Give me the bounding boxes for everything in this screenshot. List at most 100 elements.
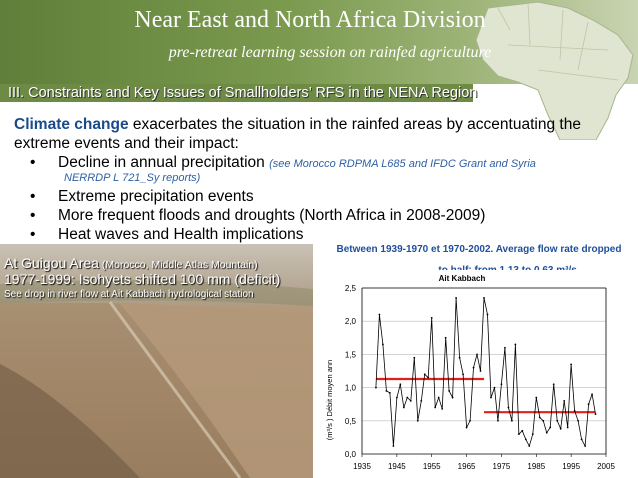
x-tick-label: 1945 [388,462,406,471]
intro-text: Climate change exacerbates the situation… [14,115,614,153]
data-point [385,390,388,392]
y-tick-label: 0,0 [345,450,357,459]
data-point [378,313,381,316]
data-point [395,396,398,399]
y-tick-label: 2,5 [345,284,357,293]
data-point [430,316,433,319]
data-point [472,366,475,369]
river-bank-photo: At Guigou Area (Morocco, Middle Atlas Mo… [0,244,313,478]
data-point [545,431,548,434]
bullet-text: Extreme precipitation events [58,188,254,205]
data-point [566,426,569,429]
chart-title: Ait Kabbach [439,274,486,283]
data-point [535,396,538,399]
x-tick-label: 2005 [597,462,615,471]
africa-map-image [475,1,634,140]
data-point [465,426,468,429]
bullet-note: (see Morocco RDPMA L685 and IFDC Grant a… [269,158,536,170]
data-point [476,353,478,356]
data-point [420,399,423,402]
data-point [497,419,499,422]
data-point [427,376,430,379]
data-point [577,419,580,422]
data-point [514,343,517,346]
page-title: Near East and North Africa Division [134,7,486,33]
data-point [559,427,562,430]
bullet-item: • Decline in annual precipitation (see Mo… [30,154,536,172]
series-points [375,297,597,447]
bullet-item: • Heat waves and Health implications [30,226,304,244]
photo-caption-main: At Guigou Area [4,255,99,271]
x-axis-ticks: 1935 1945 1955 1965 1975 1985 1995 2005 [353,454,615,471]
riverbed-image [0,280,313,478]
data-point [406,396,409,399]
data-point [493,386,496,389]
data-point [531,433,534,435]
data-point [448,390,451,392]
data-point [399,383,402,386]
data-point [528,445,531,447]
data-point [375,386,377,389]
data-point [437,396,440,399]
bullet-dot-icon: • [30,226,36,243]
data-point [584,445,586,447]
x-tick-label: 1965 [458,462,476,471]
photo-caption-line3: See drop in river flow at Ait Kabbach hy… [4,289,254,300]
data-point [570,363,573,366]
photo-caption-line1: At Guigou Area (Morocco, Middle Atlas Mo… [4,255,258,271]
data-point [510,419,513,422]
y-axis-ticks: 0,0 0,5 1,0 1,5 2,0 2,5 [345,284,357,459]
bullet-text: More frequent floods and droughts (North… [58,207,486,224]
chart-caption-line1: Between 1939-1970 et 1970-2002. Average … [336,244,622,255]
data-point [504,346,506,349]
data-point [538,416,541,419]
photo-caption-line2: 1977-1999: Isohyets shifted 100 mm (defi… [4,271,281,287]
data-point [542,419,545,422]
data-point [594,413,597,416]
bullet-dot-icon: • [30,188,36,205]
bullet-note-continued: NERRDP L 721_Sy reports) [64,172,201,184]
page-subtitle: pre-retreat learning session on rainfed … [168,44,492,61]
data-point [549,426,552,429]
flow-rate-chart: Ait Kabbach 0,00,51,01,52,02,5 1935 1945 1… [320,270,638,478]
section-bar: III. Constraints and Key Issues of Small… [0,84,477,102]
data-point [580,438,583,441]
data-point [416,419,419,422]
data-point [591,393,593,396]
data-point [507,406,510,409]
data-point [402,406,405,409]
data-point [409,399,412,402]
bullet-text: Decline in annual precipitation [58,154,265,171]
data-point [469,419,471,422]
series-line [375,297,596,448]
data-point [382,343,384,346]
bullet-dot-icon: • [30,154,36,171]
data-point [392,445,395,447]
x-tick-label: 1955 [423,462,441,471]
data-point [552,383,555,386]
data-point [444,336,447,339]
x-tick-label: 1985 [527,462,545,471]
bullet-item: • Extreme precipitation events [30,188,254,206]
data-point [486,313,489,316]
data-point [490,396,492,399]
data-point [521,429,524,432]
data-point [423,373,426,376]
y-tick-label: 0,5 [345,417,357,426]
intro-highlight: Climate change [14,116,129,133]
data-point [483,297,485,299]
data-point [563,399,566,402]
data-point [556,419,559,422]
bullet-text: Heat waves and Health implications [58,226,304,243]
data-point [587,403,590,406]
bullet-item: • More frequent floods and droughts (Nort… [30,207,485,225]
data-point [451,396,454,399]
x-tick-label: 1995 [562,462,580,471]
data-point [434,406,437,409]
data-point [458,356,461,359]
y-axis-label: (m³/s ) Débit moyen ann [325,360,334,440]
section-title: III. Constraints and Key Issues of Small… [8,85,478,101]
average-lines [375,377,596,414]
data-point [388,392,391,394]
intro-rest: exacerbates the situation in the rainfed… [14,116,581,152]
